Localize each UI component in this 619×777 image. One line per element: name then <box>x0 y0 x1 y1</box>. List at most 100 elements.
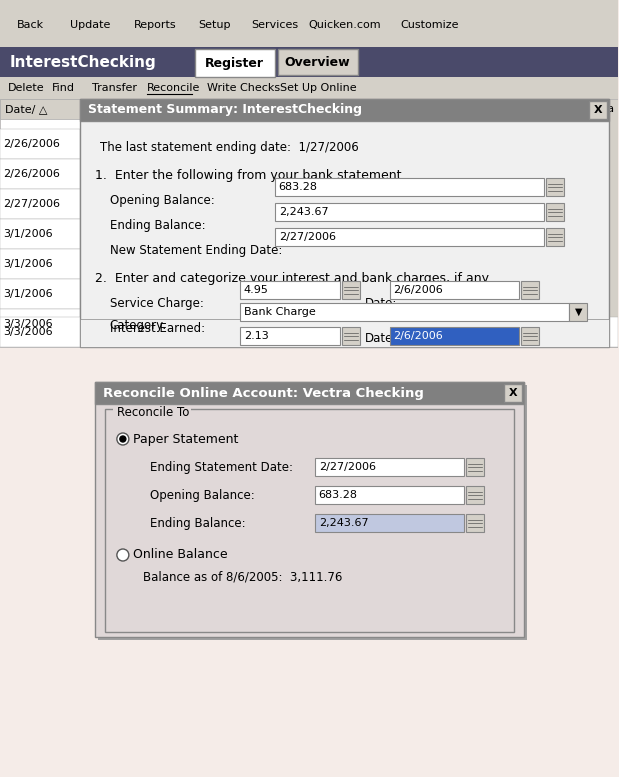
Bar <box>275 178 544 196</box>
Bar <box>589 101 607 119</box>
Bar <box>0 159 80 189</box>
Bar <box>342 327 360 345</box>
Text: Reports: Reports <box>134 20 176 30</box>
Text: Set Up Online: Set Up Online <box>280 83 357 93</box>
Bar <box>0 0 618 47</box>
Text: 2/6/2006: 2/6/2006 <box>394 331 443 341</box>
Text: 2,243.67: 2,243.67 <box>319 518 368 528</box>
Bar <box>240 327 340 345</box>
Bar <box>0 77 618 99</box>
Bar <box>95 382 524 404</box>
Bar <box>547 203 565 221</box>
Bar <box>547 228 565 246</box>
Bar <box>314 486 464 504</box>
Text: Overview: Overview <box>285 57 350 69</box>
Text: Category:: Category: <box>110 319 167 332</box>
Bar <box>0 99 80 347</box>
Bar <box>95 382 524 637</box>
Circle shape <box>117 433 129 445</box>
Text: InterestChecking: InterestChecking <box>10 55 157 71</box>
Bar <box>0 249 80 279</box>
Circle shape <box>117 549 129 561</box>
Text: Online Balance: Online Balance <box>133 549 227 562</box>
Text: Date:: Date: <box>365 332 397 345</box>
Text: Reconcile To: Reconcile To <box>117 406 189 420</box>
Text: X: X <box>509 388 517 398</box>
Text: Balance as of 8/6/2005:  3,111.76: Balance as of 8/6/2005: 3,111.76 <box>143 570 342 584</box>
Text: Customize: Customize <box>400 20 459 30</box>
Text: Find: Find <box>52 83 75 93</box>
Bar <box>240 303 569 321</box>
Text: Quicken.com: Quicken.com <box>308 20 381 30</box>
Text: Paper Statement: Paper Statement <box>133 433 238 445</box>
Text: Reconcile Online Account: Vectra Checking: Reconcile Online Account: Vectra Checkin… <box>103 386 424 399</box>
Bar <box>547 178 565 196</box>
Bar <box>467 514 485 532</box>
Text: ▼: ▼ <box>574 307 582 317</box>
Bar <box>240 281 340 299</box>
Text: Write Checks: Write Checks <box>207 83 280 93</box>
Bar <box>275 203 544 221</box>
Bar <box>0 279 80 309</box>
Text: Register: Register <box>206 57 264 69</box>
Bar <box>278 49 358 75</box>
Bar <box>467 486 485 504</box>
Bar <box>98 385 527 640</box>
Text: 2/27/2006: 2/27/2006 <box>319 462 376 472</box>
Text: 4.95: 4.95 <box>244 285 269 295</box>
Bar <box>105 409 514 632</box>
Text: Date/ △: Date/ △ <box>5 104 48 114</box>
Text: 2/6/2006: 2/6/2006 <box>394 285 443 295</box>
Text: 2.13: 2.13 <box>244 331 269 341</box>
Bar <box>0 347 618 382</box>
Text: 2/27/2006: 2/27/2006 <box>279 232 335 242</box>
Bar <box>342 281 360 299</box>
Text: 3/1/2006: 3/1/2006 <box>3 259 53 269</box>
Text: Transfer: Transfer <box>92 83 137 93</box>
Bar <box>467 458 485 476</box>
Text: 2.  Enter and categorize your interest and bank charges, if any.: 2. Enter and categorize your interest an… <box>95 272 491 285</box>
Text: Service Charge:: Service Charge: <box>110 297 204 310</box>
Text: Pa: Pa <box>602 104 615 114</box>
Text: Reconcile: Reconcile <box>147 83 200 93</box>
Text: 1.  Enter the following from your bank statement.: 1. Enter the following from your bank st… <box>95 169 405 182</box>
Bar <box>521 327 539 345</box>
Text: Date:: Date: <box>365 297 397 310</box>
Text: Setup: Setup <box>199 20 231 30</box>
Text: 3/3/2006: 3/3/2006 <box>3 327 53 337</box>
Bar <box>80 319 609 347</box>
Text: Services: Services <box>251 20 298 30</box>
Bar <box>521 281 539 299</box>
Text: 3/1/2006: 3/1/2006 <box>3 229 53 239</box>
Text: Ending Balance:: Ending Balance: <box>110 219 206 232</box>
Bar <box>314 514 464 532</box>
Bar <box>0 47 618 77</box>
Bar <box>275 228 544 246</box>
Text: 683.28: 683.28 <box>319 490 358 500</box>
Text: 2/26/2006: 2/26/2006 <box>3 169 60 179</box>
Bar <box>389 281 519 299</box>
Bar <box>0 317 618 347</box>
Text: 3/3/2006: 3/3/2006 <box>3 319 53 329</box>
Text: Back: Back <box>16 20 43 30</box>
Text: X: X <box>594 105 603 115</box>
Bar <box>0 189 80 219</box>
Text: Statement Summary: InterestChecking: Statement Summary: InterestChecking <box>88 103 362 117</box>
Bar <box>569 303 587 321</box>
Circle shape <box>120 436 126 442</box>
Bar <box>0 99 80 119</box>
Bar <box>0 309 80 339</box>
Bar <box>195 49 275 77</box>
Bar <box>0 219 80 249</box>
Text: Opening Balance:: Opening Balance: <box>150 489 254 501</box>
Bar <box>113 406 191 418</box>
Bar <box>0 129 80 159</box>
Bar <box>80 99 609 347</box>
Text: Delete: Delete <box>8 83 45 93</box>
Text: Opening Balance:: Opening Balance: <box>110 194 215 207</box>
Text: Ending Balance:: Ending Balance: <box>150 517 246 529</box>
Text: Bank Charge: Bank Charge <box>244 307 316 317</box>
Text: Update: Update <box>70 20 110 30</box>
Text: New Statement Ending Date:: New Statement Ending Date: <box>110 244 282 257</box>
Text: 2/27/2006: 2/27/2006 <box>3 199 60 209</box>
